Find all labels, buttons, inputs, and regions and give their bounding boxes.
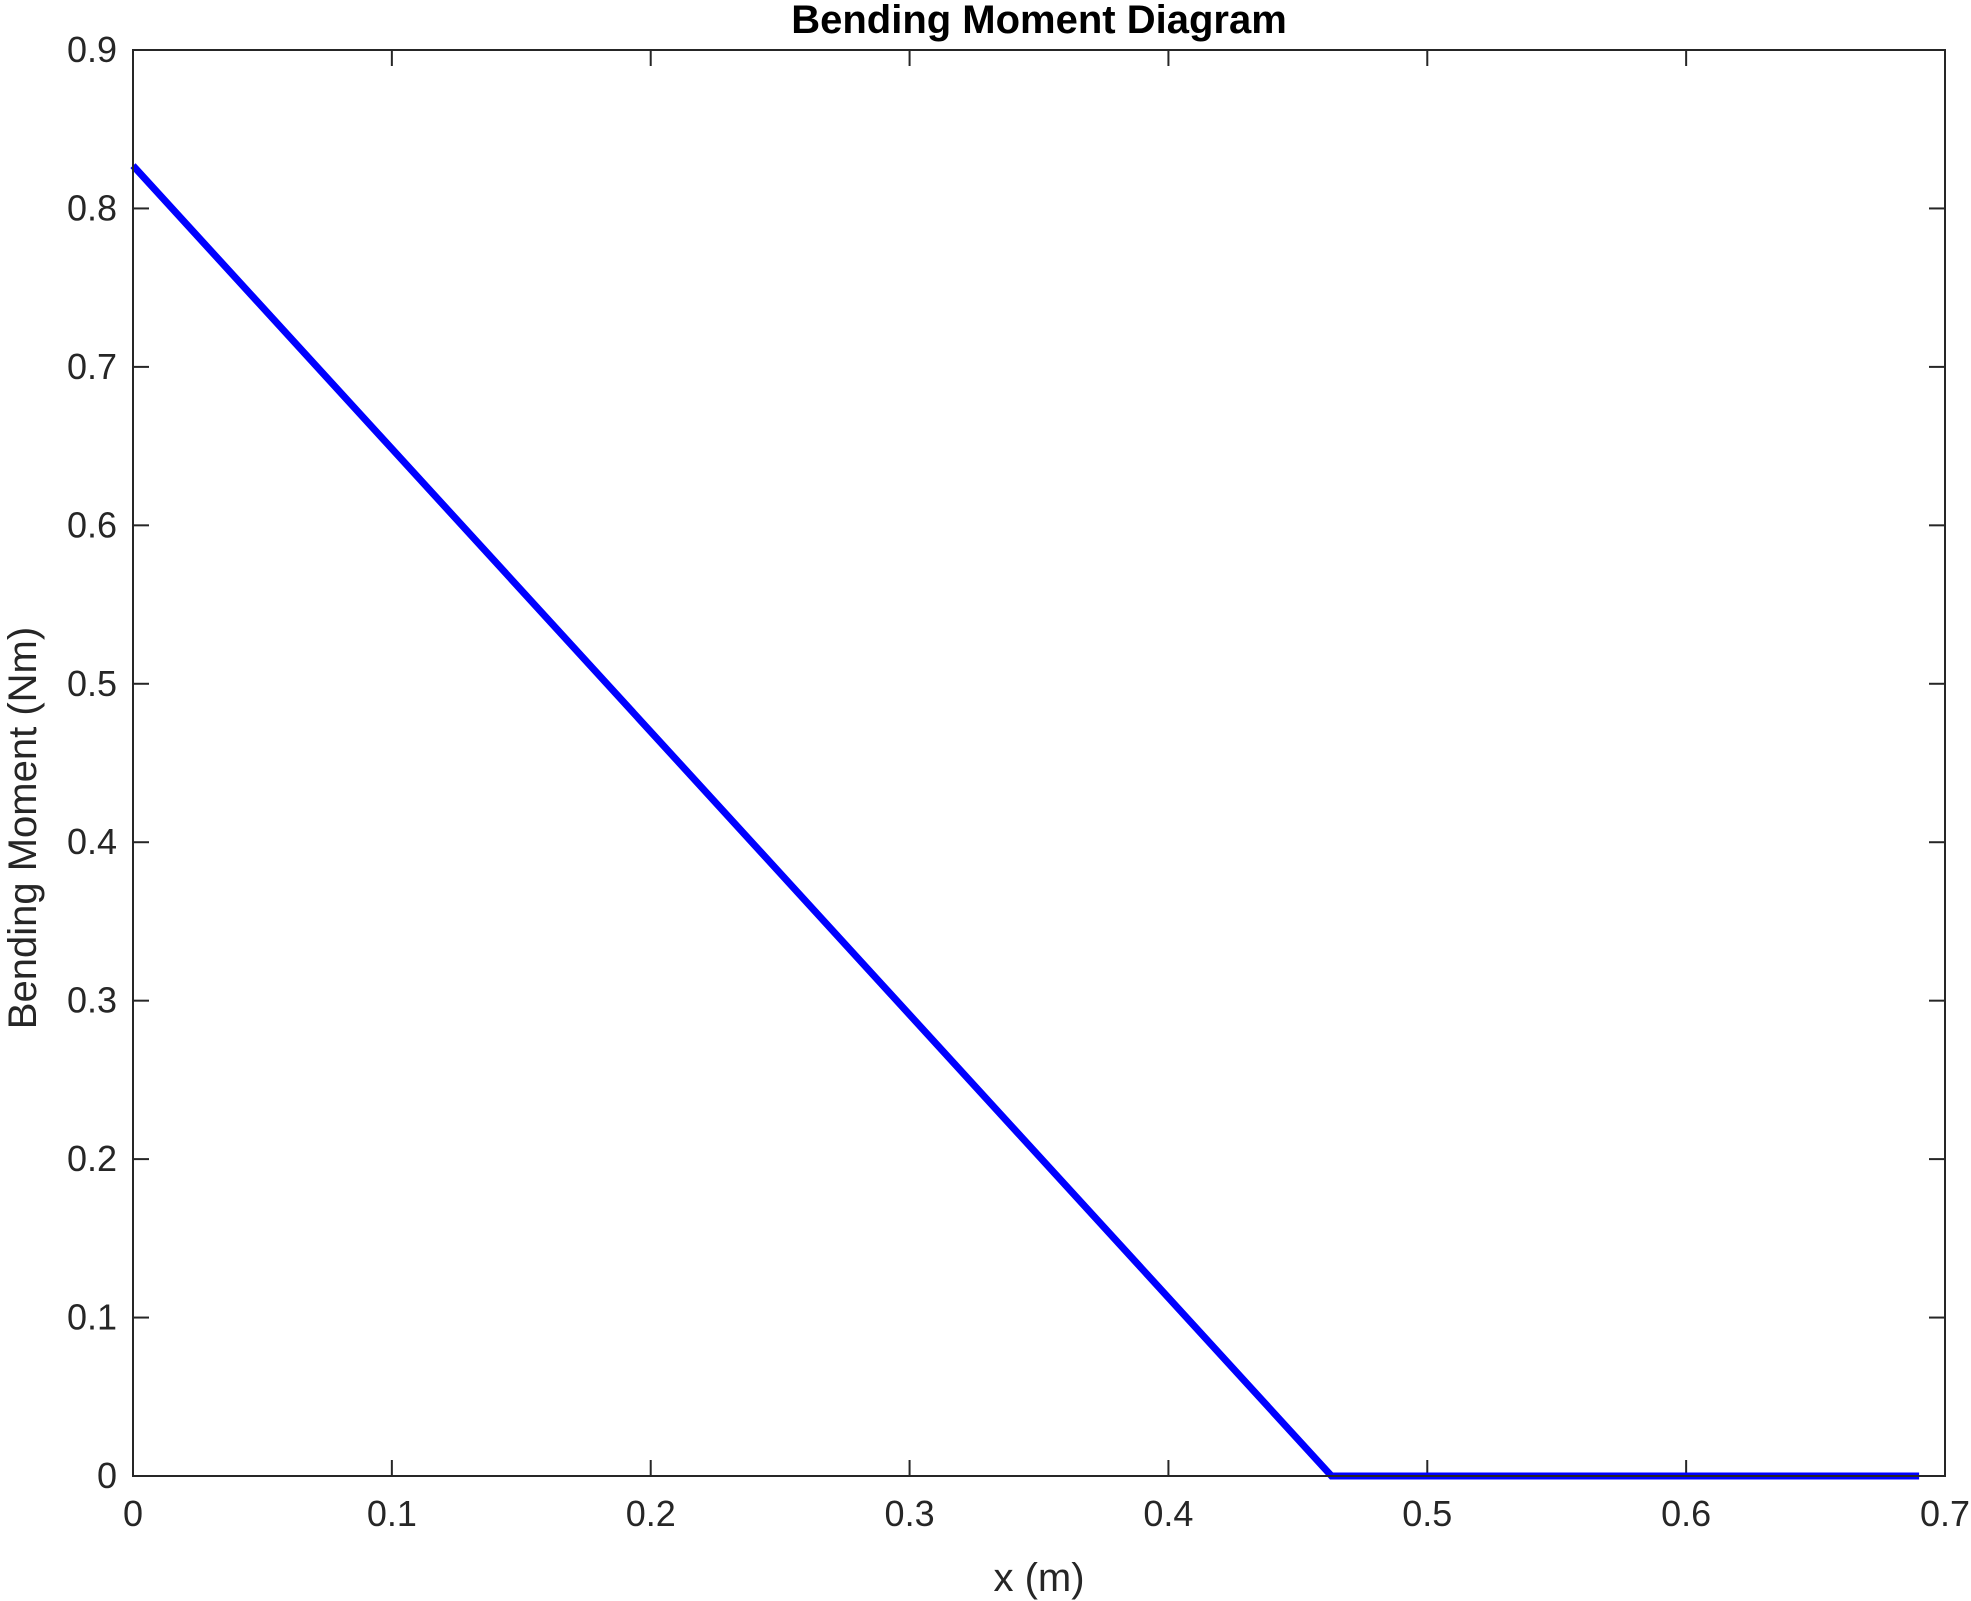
y-tick-label: 0.4: [67, 821, 117, 862]
y-tick-label: 0.2: [67, 1138, 117, 1179]
y-tick-label: 0.1: [67, 1297, 117, 1338]
y-tick-label: 0.8: [67, 187, 117, 228]
x-tick-label: 0.7: [1920, 1493, 1970, 1534]
x-tick-label: 0.5: [1402, 1493, 1452, 1534]
x-axis-label: x (m): [993, 1556, 1084, 1600]
y-tick-label: 0.6: [67, 504, 117, 545]
plot-area-frame: [132, 49, 1946, 1477]
x-tick-label: 0.6: [1661, 1493, 1711, 1534]
y-axis-label: Bending Moment (Nm): [1, 627, 45, 1029]
y-tick-label: 0.7: [67, 346, 117, 387]
x-tick-label: 0.2: [626, 1493, 676, 1534]
y-tick-label: 0.9: [67, 29, 117, 70]
x-tick-label: 0.3: [885, 1493, 935, 1534]
y-tick-label: 0: [97, 1455, 117, 1496]
y-tick-label: 0.3: [67, 980, 117, 1021]
y-tick-label: 0.5: [67, 663, 117, 704]
x-tick-label: 0: [123, 1493, 143, 1534]
y-tick-labels: 0 0.1 0.2 0.3 0.4 0.5 0.6 0.7 0.8 0.9: [67, 29, 117, 1496]
x-tick-labels: 0 0.1 0.2 0.3 0.4 0.5 0.6 0.7: [123, 1493, 1970, 1534]
chart-title: Bending Moment Diagram: [791, 0, 1287, 42]
x-tick-label: 0.1: [367, 1493, 417, 1534]
x-tick-label: 0.4: [1143, 1493, 1193, 1534]
